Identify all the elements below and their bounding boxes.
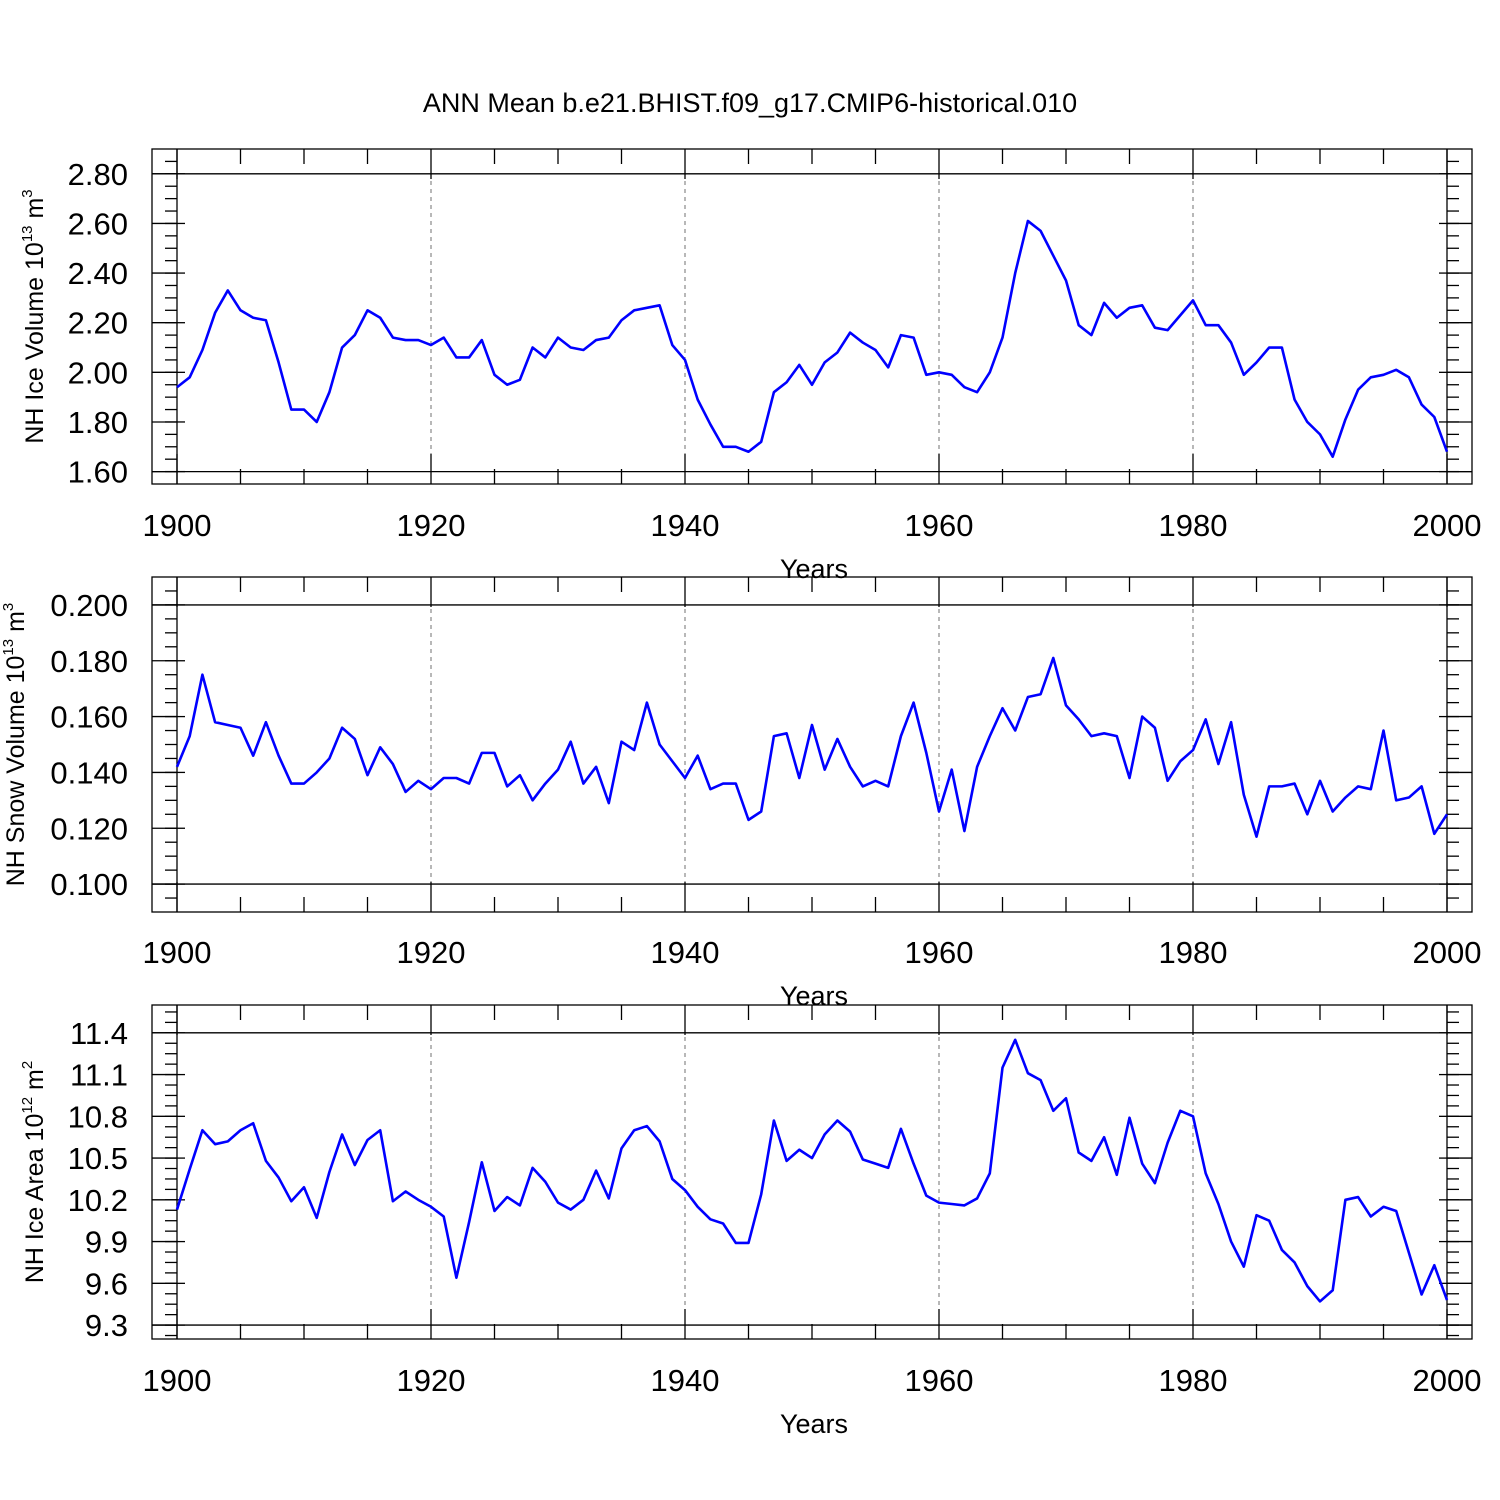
series-line [175,656,1449,838]
x-tick-label: 1920 [397,935,466,970]
y-tick-label: 11.4 [70,1016,128,1051]
y-tick-label: 11.1 [70,1058,128,1093]
plot-frame [151,576,1473,913]
panel-3: 1900 1920 1940 1960 1980 2000 9.3 9.6 9.9 10.2 10.… [19,1004,1482,1439]
y-tick-label: 0.200 [50,588,128,623]
x-tick-label: 2000 [1413,508,1482,543]
y-tick-label: 10.5 [68,1141,128,1176]
y-axis-label-unit-exp: 3 [0,603,17,611]
y-axis-label-unit: m [2,611,30,639]
x-tick-label: 1940 [651,935,720,970]
x-tick-label: 1960 [905,508,974,543]
y-tick-label: 2.20 [68,306,128,341]
x-tick-label: 1980 [1159,935,1228,970]
y-axis-label-main: NH Ice Volume 10 [21,242,49,444]
x-tick-label: 1940 [651,508,720,543]
y-tick-label: 2.80 [68,157,128,192]
series-line [176,219,1449,459]
chart-title: ANN Mean b.e21.BHIST.f09_g17.CMIP6-histo… [423,88,1077,118]
x-tick-label: 1960 [905,1363,974,1398]
x-axis-label: Years [780,1409,848,1439]
y-axis-label-exp: 13 [0,639,17,656]
y-tick-label: 2.40 [68,256,128,291]
x-tick-label: 1900 [143,935,212,970]
y-axis-label-unit-exp: 3 [19,189,36,197]
y-tick-label: 9.3 [85,1308,128,1343]
y-tick-label: 1.80 [68,405,128,440]
y-tick-label: 0.180 [50,644,128,679]
y-axis-label-exp: 13 [19,225,36,242]
x-tick-label: 1900 [143,1363,212,1398]
y-axis-label-main: NH Ice Area 10 [21,1114,49,1284]
y-axis-label-unit: m [21,198,49,226]
panel-1: 1900 1920 1940 1960 1980 2000 1.60 1.80 2.00 2.20… [19,148,1482,584]
y-axis-label: NH Ice Volume 1013 m3 [19,189,49,443]
x-tick-label: 2000 [1413,1363,1482,1398]
y-axis-label-unit: m [21,1069,49,1097]
y-tick-label: 0.100 [50,867,128,902]
x-tick-label: 1920 [397,508,466,543]
y-tick-label: 0.160 [50,700,128,735]
y-axis-label-main: NH Snow Volume 10 [2,656,30,887]
plot-frame [151,1004,1473,1340]
panel-2: 1900 1920 1940 1960 1980 2000 0.100 0.120 0.140 0… [0,576,1482,1011]
y-axis-label: NH Snow Volume 1013 m3 [0,603,30,887]
y-tick-label: 10.2 [68,1183,128,1218]
plot-frame [151,148,1473,485]
y-axis-label: NH Ice Area 1012 m2 [19,1061,49,1283]
x-tick-label: 1940 [651,1363,720,1398]
y-tick-label: 2.60 [68,206,128,241]
x-tick-label: 2000 [1413,935,1482,970]
series-line [175,1038,1449,1303]
y-tick-label: 0.120 [50,811,128,846]
x-tick-label: 1960 [905,935,974,970]
x-axis-label: Years [780,554,848,584]
y-tick-label: 10.8 [68,1099,128,1134]
y-axis-label-unit-exp: 2 [19,1061,36,1069]
x-axis-label: Years [780,981,848,1011]
x-tick-label: 1920 [397,1363,466,1398]
x-tick-label: 1980 [1159,508,1228,543]
y-tick-label: 0.140 [50,755,128,790]
y-tick-label: 9.6 [85,1266,128,1301]
y-tick-label: 9.9 [85,1225,128,1260]
y-axis-label-exp: 12 [19,1097,36,1114]
panels: 1900 1920 1940 1960 1980 2000 1.60 1.80 2.00 2.20… [0,148,1482,1439]
x-tick-label: 1980 [1159,1363,1228,1398]
y-tick-label: 1.60 [68,455,128,490]
y-tick-label: 2.00 [68,355,128,390]
x-tick-label: 1900 [143,508,212,543]
